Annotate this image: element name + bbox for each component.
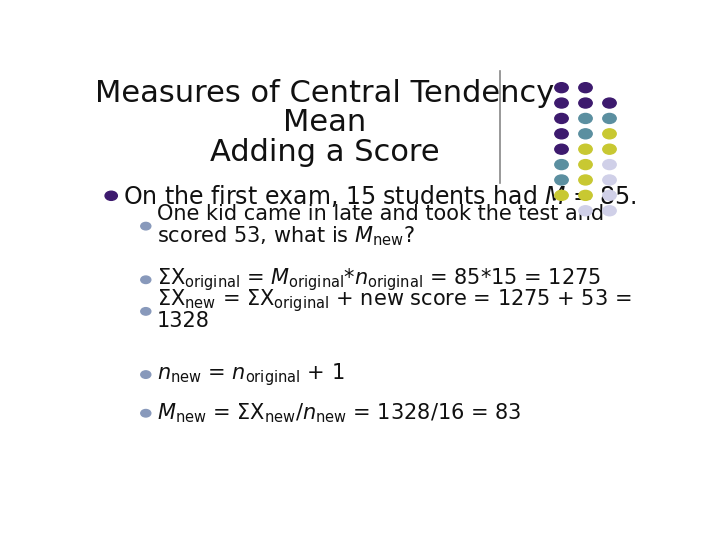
Circle shape bbox=[555, 144, 568, 154]
Text: One kid came in late and took the test and: One kid came in late and took the test a… bbox=[157, 205, 604, 225]
Text: On the first exam, 15 students had $\mathit{M}$ = 85.: On the first exam, 15 students had $\mat… bbox=[124, 183, 637, 209]
Text: $\mathit{n}_\mathregular{new}$ = $\mathit{n}_\mathregular{original}$ + 1: $\mathit{n}_\mathregular{new}$ = $\mathi… bbox=[157, 361, 344, 388]
Text: $\mathit{M}_\mathregular{new}$ = $\Sigma$X$_\mathregular{new}$/$\mathit{n}_\math: $\mathit{M}_\mathregular{new}$ = $\Sigma… bbox=[157, 401, 521, 425]
Text: Measures of Central Tendency: Measures of Central Tendency bbox=[95, 79, 554, 109]
Circle shape bbox=[603, 160, 616, 170]
Circle shape bbox=[141, 409, 150, 417]
Circle shape bbox=[579, 129, 593, 139]
Circle shape bbox=[603, 129, 616, 139]
Circle shape bbox=[579, 144, 593, 154]
Circle shape bbox=[603, 206, 616, 216]
Circle shape bbox=[555, 113, 568, 124]
Circle shape bbox=[603, 98, 616, 108]
Text: 1328: 1328 bbox=[157, 311, 210, 331]
Text: $\Sigma$X$_\mathregular{original}$ = $\mathit{M}_\mathregular{original}$*$\mathi: $\Sigma$X$_\mathregular{original}$ = $\m… bbox=[157, 266, 601, 293]
Text: scored 53, what is $\mathit{M}_\mathregular{new}$?: scored 53, what is $\mathit{M}_\mathregu… bbox=[157, 224, 415, 248]
Text: Adding a Score: Adding a Score bbox=[210, 138, 439, 166]
Circle shape bbox=[603, 191, 616, 200]
Text: Mean: Mean bbox=[283, 109, 366, 138]
Circle shape bbox=[105, 191, 117, 200]
Circle shape bbox=[555, 98, 568, 108]
Circle shape bbox=[141, 371, 150, 379]
Circle shape bbox=[579, 191, 593, 200]
Circle shape bbox=[555, 83, 568, 93]
Circle shape bbox=[603, 175, 616, 185]
Circle shape bbox=[141, 222, 150, 230]
Circle shape bbox=[579, 98, 593, 108]
Circle shape bbox=[555, 175, 568, 185]
Circle shape bbox=[555, 191, 568, 200]
Circle shape bbox=[141, 308, 150, 315]
Circle shape bbox=[579, 83, 593, 93]
Circle shape bbox=[603, 144, 616, 154]
Circle shape bbox=[579, 113, 593, 124]
Circle shape bbox=[579, 160, 593, 170]
Circle shape bbox=[579, 175, 593, 185]
Circle shape bbox=[555, 129, 568, 139]
Circle shape bbox=[141, 276, 150, 284]
Circle shape bbox=[555, 160, 568, 170]
Circle shape bbox=[579, 206, 593, 216]
Circle shape bbox=[603, 113, 616, 124]
Text: $\Sigma$X$_\mathregular{new}$ = $\Sigma$X$_\mathregular{original}$ + new score =: $\Sigma$X$_\mathregular{new}$ = $\Sigma$… bbox=[157, 287, 631, 314]
